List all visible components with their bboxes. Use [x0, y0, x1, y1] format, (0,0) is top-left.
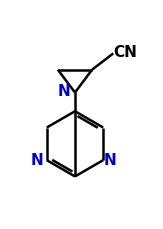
Text: N: N	[58, 84, 71, 99]
Text: N: N	[31, 153, 43, 168]
Text: CN: CN	[113, 45, 137, 60]
Text: N: N	[103, 153, 116, 168]
